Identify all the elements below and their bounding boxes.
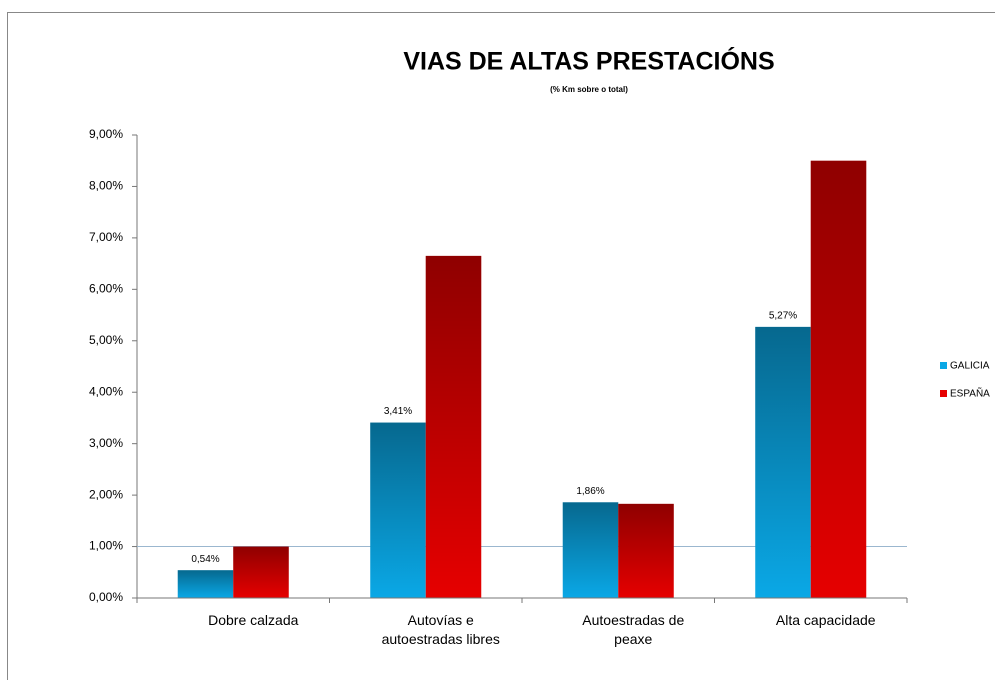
bar-shade <box>562 502 619 598</box>
data-label: 3,41% <box>384 406 412 417</box>
y-tick-label: 8,00% <box>89 179 123 193</box>
x-tick-label: Dobre calzada <box>208 612 299 628</box>
y-tick-label: 1,00% <box>89 539 123 553</box>
chart-subtitle: (% Km sobre o total) <box>550 85 628 94</box>
y-tick-label: 9,00% <box>89 127 123 141</box>
x-tick-label: Autoestradas de peaxe <box>582 612 685 647</box>
legend-label: GALICIA <box>950 361 990 372</box>
bar-shade <box>810 160 867 598</box>
frame <box>7 12 995 680</box>
y-tick-label: 5,00% <box>89 333 123 347</box>
y-tick-label: 0,00% <box>89 590 123 604</box>
chart-title: VIAS DE ALTAS PRESTACIÓNS <box>403 46 774 76</box>
bar-shade <box>755 326 811 598</box>
bar-shade <box>618 503 674 598</box>
y-tick-label: 3,00% <box>89 436 123 450</box>
legend-swatch <box>940 362 947 369</box>
bar-shade <box>370 422 426 598</box>
bar-shade <box>425 255 482 598</box>
legend-swatch <box>940 390 947 397</box>
y-tick-label: 2,00% <box>89 487 123 501</box>
data-label: 1,86% <box>576 486 604 497</box>
bar-shade <box>177 570 234 598</box>
y-tick-label: 6,00% <box>89 282 123 296</box>
y-tick-label: 4,00% <box>89 384 123 398</box>
x-tick-label: Autovías e autoestradas libres <box>381 612 500 647</box>
y-tick-label: 7,00% <box>89 230 123 244</box>
data-label: 5,27% <box>769 311 797 322</box>
bar-shade <box>233 546 289 598</box>
data-label: 0,54% <box>191 554 219 565</box>
x-tick-label: Alta capacidade <box>775 612 876 628</box>
legend-label: ESPAÑA <box>950 387 990 400</box>
